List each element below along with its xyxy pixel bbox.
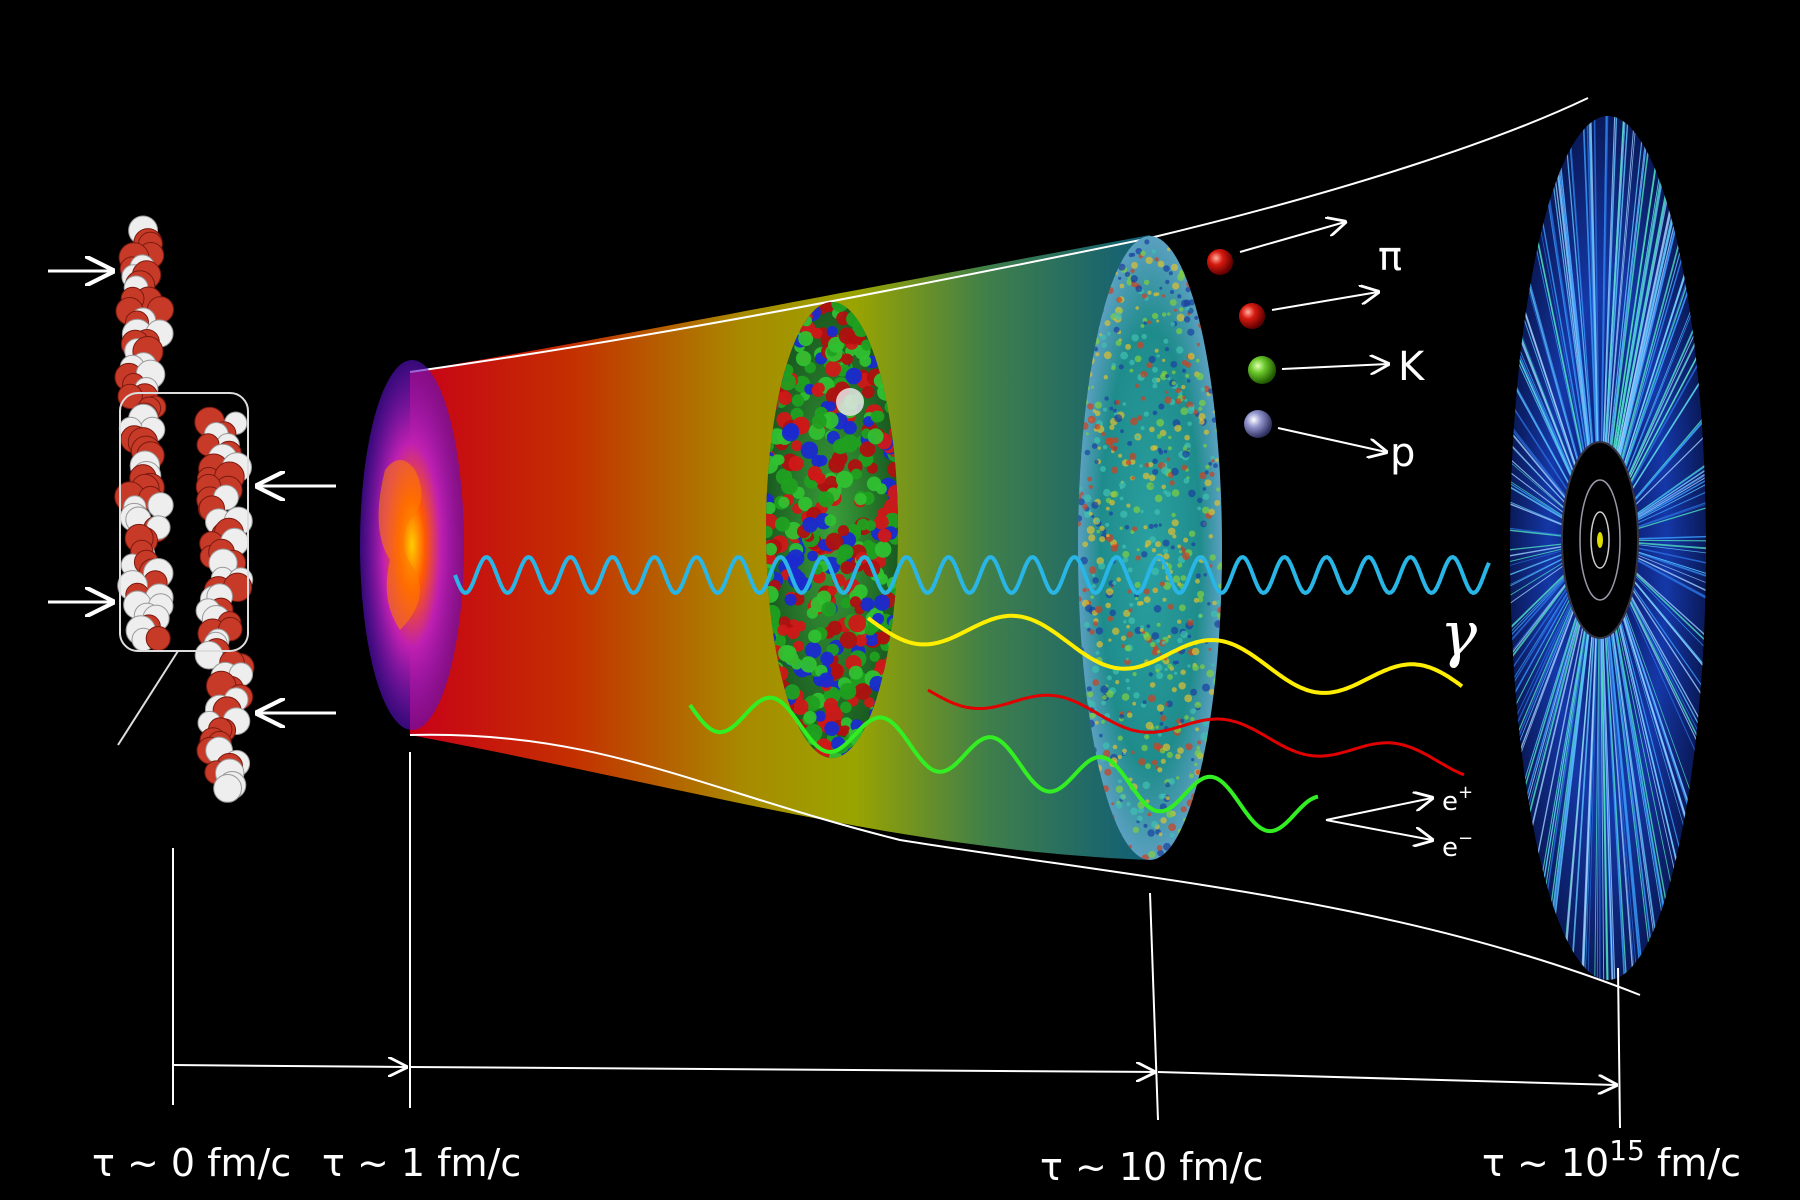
- pion-arrow-1: [1239, 222, 1345, 253]
- label-proton: p: [1390, 430, 1415, 476]
- colliding-nuclei: [114, 215, 255, 803]
- detector-event-display: [1510, 116, 1706, 980]
- pion-arrow-2: [1271, 292, 1378, 311]
- red-wave: [927, 688, 1465, 777]
- overlap-region-box: [119, 392, 249, 652]
- label-photon: γ: [1440, 597, 1478, 670]
- positron-arrow: [1325, 798, 1432, 821]
- hadron-gas: [1078, 236, 1222, 860]
- green-wave: [688, 695, 1319, 834]
- yellow-wave: [866, 613, 1464, 695]
- proton-ball: [1244, 410, 1272, 438]
- funnel-upper-edge: [409, 97, 1589, 373]
- label-positron: e+: [1442, 782, 1473, 817]
- time-label-3: τ ~ 1015 fm/c: [1482, 1134, 1741, 1185]
- kaon-arrow: [1281, 364, 1388, 369]
- funnel-lower-edge: [409, 733, 1641, 996]
- pion-ball-2: [1239, 303, 1265, 329]
- overlap-pointer-line: [117, 650, 179, 746]
- kaon-ball: [1248, 356, 1276, 384]
- timeline: [172, 752, 1621, 1129]
- electron-arrow: [1325, 819, 1432, 840]
- initial-state-blob: [360, 360, 464, 730]
- photon-wave: [453, 554, 1491, 596]
- quark-gluon-plasma: [766, 302, 898, 758]
- label-electron: e−: [1442, 828, 1473, 863]
- time-label-2: τ ~ 10 fm/c: [1040, 1145, 1263, 1189]
- time-label-0: τ ~ 0 fm/c: [92, 1141, 291, 1185]
- label-pion: π: [1378, 234, 1402, 280]
- label-kaon: K: [1398, 344, 1426, 390]
- pion-ball-1: [1207, 249, 1233, 275]
- proton-arrow: [1277, 427, 1386, 452]
- time-label-1: τ ~ 1 fm/c: [322, 1141, 521, 1185]
